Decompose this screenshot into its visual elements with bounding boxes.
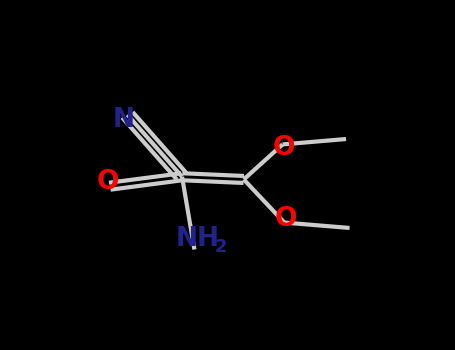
Text: N: N xyxy=(113,107,135,133)
Text: 2: 2 xyxy=(215,238,227,256)
Text: NH: NH xyxy=(176,226,220,252)
Text: O: O xyxy=(97,169,119,195)
Text: O: O xyxy=(275,205,297,231)
Text: O: O xyxy=(273,135,296,161)
